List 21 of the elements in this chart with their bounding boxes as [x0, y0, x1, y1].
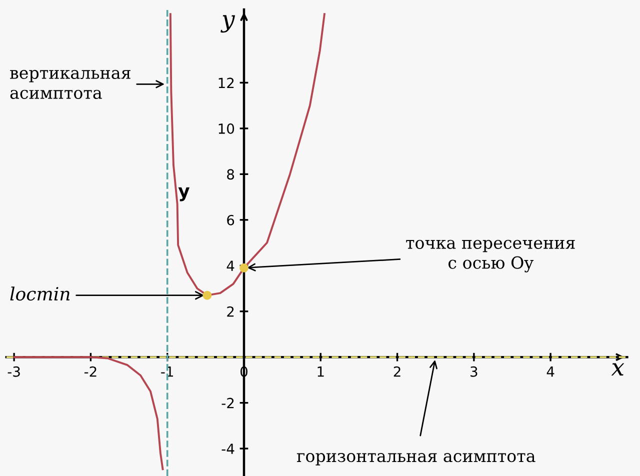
y-tick-label: 10 — [218, 123, 234, 134]
annotation: locmin — [10, 286, 70, 301]
y-tick-label: 8 — [227, 169, 234, 180]
ref-line-label: горизонтальная асимптота — [296, 453, 536, 466]
series-label: y — [178, 187, 190, 202]
annotation: точка пересечения с осью Oy — [406, 240, 575, 272]
x-tick-label: 3 — [470, 366, 478, 377]
x-tick-label: 1 — [318, 366, 324, 377]
y-tick-label: 12 — [218, 78, 234, 88]
x-tick-label: -2 — [84, 366, 96, 377]
x-tick-label: 4 — [546, 366, 554, 377]
y-axis-title: y — [220, 15, 236, 33]
x-tick-label: -3 — [8, 366, 20, 377]
y-tick-label: 2 — [227, 306, 234, 317]
y-tick-label: 4 — [226, 260, 234, 271]
y-tick-label: -4 — [222, 444, 234, 454]
y-tick-label: -2 — [222, 398, 234, 408]
x-axis-title: x — [611, 363, 624, 376]
x-tick-label: 2 — [394, 366, 400, 377]
ref-line-label: вертикальная асимптота — [10, 70, 130, 99]
y-tick-label: 6 — [227, 214, 234, 226]
